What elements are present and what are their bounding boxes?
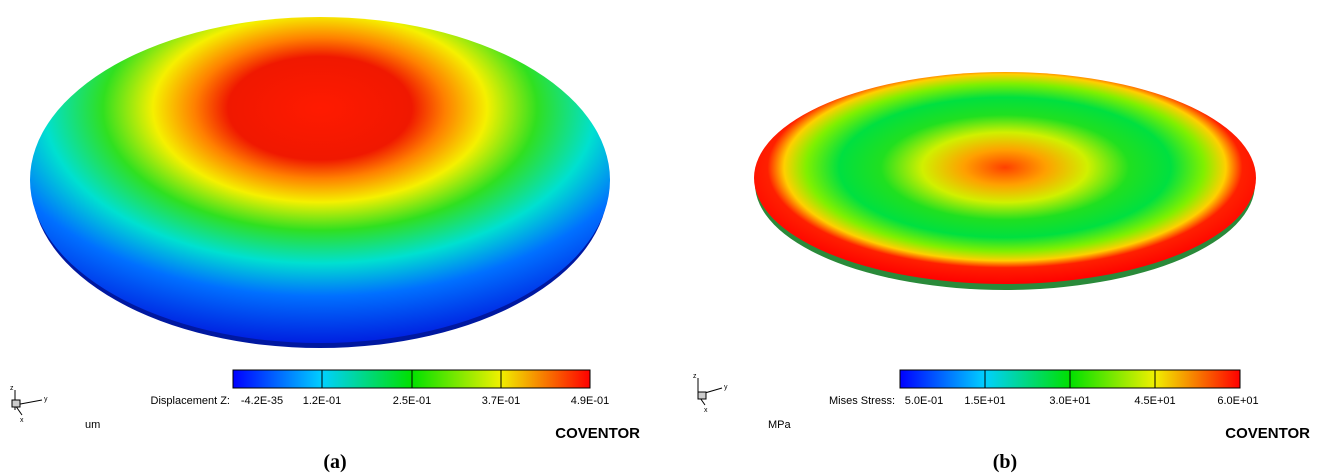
colorbar-label: Displacement Z: xyxy=(151,395,230,407)
panel-b: z y x Mises Stress: 5.0E-01 1.5E+01 3.0E… xyxy=(693,72,1310,473)
figure: z y x Displacement Z: -4.2E-35 1.2E-01 2… xyxy=(0,0,1322,475)
brand: COVENTOR xyxy=(1225,425,1310,442)
colorbar-tick: 1.5E+01 xyxy=(964,395,1005,407)
colorbar-tick: 4.5E+01 xyxy=(1134,395,1175,407)
colorbar-tick: 6.0E+01 xyxy=(1217,395,1258,407)
disk xyxy=(754,72,1256,284)
axis-label: z xyxy=(693,373,697,380)
unit: MPa xyxy=(768,419,792,431)
colorbar-tick: 2.5E-01 xyxy=(393,395,432,407)
axis-label: y xyxy=(44,396,48,403)
unit: um xyxy=(85,419,100,431)
colorbar-tick: 1.2E-01 xyxy=(303,395,342,407)
axis-label: z xyxy=(10,385,14,392)
axis-triad xyxy=(698,378,722,405)
colorbar-tick: 5.0E-01 xyxy=(905,395,944,407)
colorbar-tick: 4.9E-01 xyxy=(571,395,610,407)
colorbar-label: Mises Stress: xyxy=(829,395,895,407)
caption: (a) xyxy=(323,451,346,473)
axis-label: x xyxy=(20,417,24,424)
axis-triad xyxy=(12,390,42,415)
axis-label: x xyxy=(704,407,708,414)
colorbar-tick: 3.7E-01 xyxy=(482,395,521,407)
panel-a: z y x Displacement Z: -4.2E-35 1.2E-01 2… xyxy=(10,17,640,473)
brand: COVENTOR xyxy=(555,425,640,442)
disk xyxy=(30,17,610,343)
axis-label: y xyxy=(724,384,728,391)
colorbar-tick: 3.0E+01 xyxy=(1049,395,1090,407)
caption: (b) xyxy=(993,451,1017,473)
colorbar-tick: -4.2E-35 xyxy=(241,395,283,407)
